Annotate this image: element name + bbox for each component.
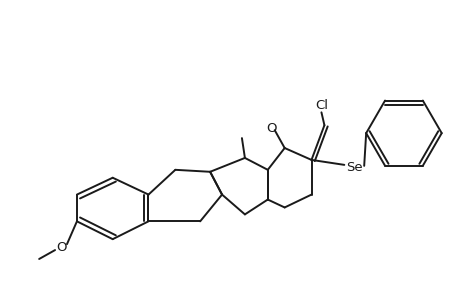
Text: O: O xyxy=(266,122,276,135)
Text: O: O xyxy=(56,241,66,254)
Text: Cl: Cl xyxy=(314,99,327,112)
Text: Se: Se xyxy=(345,161,362,174)
